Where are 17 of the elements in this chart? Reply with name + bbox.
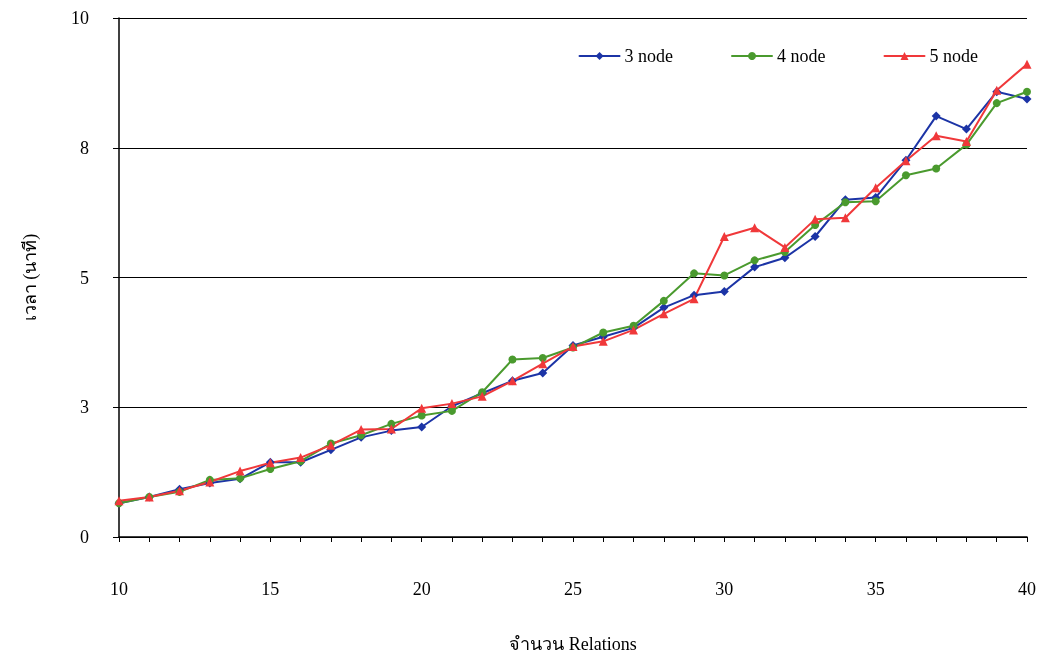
x-tick-label: 15 (261, 579, 280, 599)
legend-label: 3 node (624, 46, 674, 66)
y-tick-label: 3 (80, 397, 89, 418)
y-tick-label: 10 (71, 8, 89, 28)
y-tick-label: 5 (80, 267, 89, 288)
x-tick-label: 30 (715, 579, 734, 599)
x-tick-label: 35 (866, 579, 885, 599)
x-tick-label: 40 (1018, 579, 1036, 599)
y-tick-label: 0 (80, 527, 89, 547)
x-tick-label: 20 (412, 579, 431, 599)
y-axis-title: เวลา (นาที) (20, 233, 41, 322)
legend-label: 4 node (777, 46, 826, 66)
x-tick-label: 25 (564, 579, 582, 599)
x-tick-label: 10 (110, 579, 128, 599)
x-axis-title: จำนวน Relations (509, 634, 637, 654)
legend-label: 5 node (929, 46, 979, 66)
y-tick-label: 8 (80, 137, 89, 158)
